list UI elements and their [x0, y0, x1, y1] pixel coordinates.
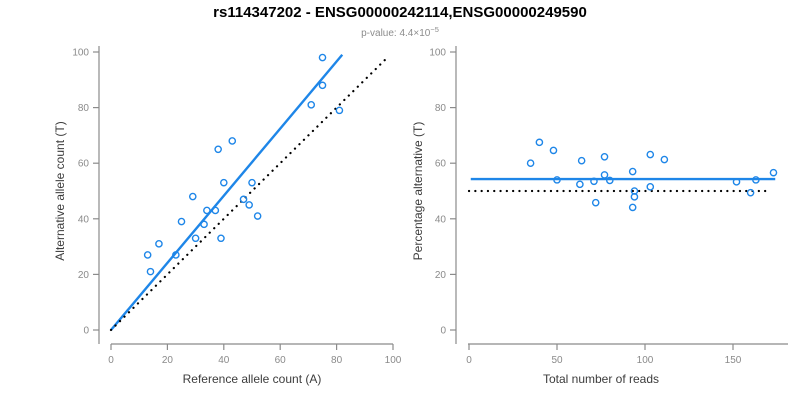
- data-point: [606, 176, 614, 185]
- data-point: [628, 167, 637, 176]
- data-point: [214, 145, 222, 154]
- y-tick-label: 60: [78, 159, 90, 170]
- data-point: [146, 267, 155, 276]
- y-tick-label: 20: [78, 270, 90, 281]
- fit-line: [110, 54, 344, 331]
- x-tick-label: 150: [725, 355, 742, 366]
- data-point: [191, 234, 200, 243]
- data-point: [203, 206, 211, 215]
- data-point: [553, 176, 561, 184]
- data-point: [318, 81, 327, 90]
- data-point: [211, 206, 220, 215]
- data-point: [600, 171, 609, 179]
- data-point: [245, 201, 253, 209]
- data-point: [549, 146, 558, 155]
- y-tick-label: 40: [78, 214, 90, 225]
- data-point: [660, 155, 669, 164]
- allele-count-scatter: 0 20 40 60 80 100 0 20 40 60 80 100 Reference allele…: [53, 46, 402, 386]
- data-point: [143, 251, 152, 259]
- x-tick-label: 0: [108, 355, 114, 366]
- data-point: [253, 212, 262, 220]
- data-point: [239, 195, 248, 204]
- x-axis-title: Total number of reads: [543, 372, 659, 386]
- data-point: [217, 234, 225, 243]
- x-tick-label: 50: [551, 355, 563, 366]
- figure-title: rs114347202 - ENSG00000242114,ENSG000002…: [213, 4, 587, 21]
- data-point: [646, 183, 655, 191]
- data-point: [628, 203, 637, 212]
- percentage-scatter: 0 20 40 60 80 100 0 50 100 150 Total number of rea…: [411, 46, 788, 386]
- data-point: [248, 178, 256, 187]
- y-tick-label: 100: [72, 48, 89, 59]
- data-point: [630, 187, 639, 195]
- x-axis-title: Reference allele count (A): [183, 372, 322, 386]
- data-point: [188, 192, 197, 201]
- data-point: [335, 106, 344, 115]
- data-point: [307, 101, 316, 109]
- data-point: [155, 240, 163, 248]
- y-axis-title: Alternative allele count (T): [53, 121, 67, 260]
- x-tick-label: 20: [162, 355, 174, 366]
- data-point: [600, 153, 609, 161]
- data-point: [752, 176, 760, 184]
- x-tick-label: 100: [637, 355, 654, 366]
- data-point: [535, 138, 544, 147]
- y-tick-label: 0: [440, 326, 446, 337]
- x-tick-label: 100: [385, 355, 402, 366]
- data-point: [591, 198, 600, 207]
- x-tick-label: 40: [218, 355, 230, 366]
- y-tick-label: 0: [83, 326, 89, 337]
- x-tick-label: 60: [275, 355, 287, 366]
- y-tick-label: 20: [435, 270, 447, 281]
- data-point: [646, 150, 655, 159]
- data-point: [590, 177, 598, 186]
- data-point: [172, 251, 180, 259]
- y-tick-label: 60: [435, 159, 447, 170]
- data-point: [526, 159, 535, 167]
- data-point: [732, 178, 741, 186]
- data-point: [177, 217, 186, 226]
- data-point: [576, 180, 584, 189]
- x-tick-label: 0: [466, 355, 472, 366]
- data-point: [318, 53, 327, 62]
- figure-subtitle: p-value: 4.4×10−5: [0, 25, 800, 39]
- pvalue-text: p-value: 4.4×10: [361, 28, 431, 39]
- y-tick-label: 40: [435, 214, 447, 225]
- pvalue-exponent: −5: [430, 25, 439, 34]
- x-tick-label: 80: [331, 355, 343, 366]
- y-tick-label: 100: [429, 48, 446, 59]
- y-tick-label: 80: [435, 103, 447, 114]
- identity-line: [109, 56, 389, 332]
- y-axis-title: Percentage alternative (T): [411, 122, 425, 261]
- data-point: [577, 156, 586, 165]
- data-point: [228, 137, 237, 145]
- y-tick-label: 80: [78, 103, 90, 114]
- data-point: [769, 168, 778, 177]
- data-point: [200, 220, 208, 229]
- data-point: [219, 178, 228, 187]
- data-point: [746, 188, 755, 197]
